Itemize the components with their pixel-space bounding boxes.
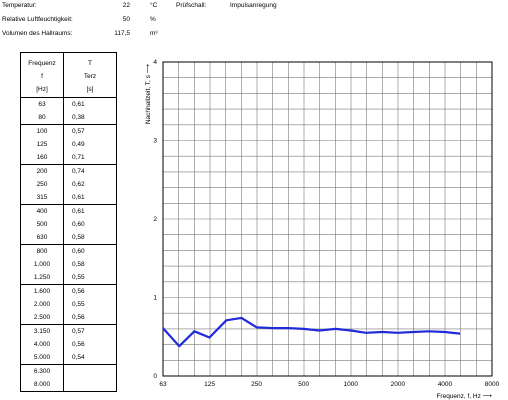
table-cell-frequency: 2.500 — [33, 314, 51, 321]
header-temperature-row: Temperatur: 22 °C Prüfschall: Impulsanre… — [0, 2, 340, 14]
table-cell-frequency: 1.000 — [33, 261, 51, 268]
table-cell-frequency: 5.000 — [33, 354, 51, 361]
table-cell-reverb-time: 0,60 — [72, 248, 85, 255]
table-cell-reverb-time: 0,54 — [72, 354, 85, 361]
x-tick-label: 125 — [204, 381, 215, 388]
table-cell-frequency: 200 — [36, 168, 48, 175]
table-cell-frequency: 315 — [36, 194, 48, 201]
volume-value: 117,5 — [114, 30, 130, 37]
table-cell-frequency: 800 — [36, 248, 48, 255]
table-header-reverb-time: [s] — [86, 86, 94, 93]
table-cell-frequency: 100 — [36, 128, 48, 135]
table-cell-frequency: 2.000 — [33, 301, 51, 308]
table-cell-reverb-time: 0,55 — [72, 274, 85, 281]
table-cell-frequency: 250 — [36, 181, 48, 188]
x-tick-label: 2000 — [391, 381, 406, 388]
table-header-frequency: f — [41, 73, 43, 80]
table-cell-frequency: 400 — [36, 208, 48, 215]
table-separator — [21, 284, 116, 285]
x-tick-label: 1000 — [344, 381, 359, 388]
table-separator — [21, 124, 116, 125]
table-separator — [21, 97, 116, 98]
table-cell-frequency: 63 — [38, 101, 46, 108]
table-header-reverb-time: T — [88, 60, 92, 67]
table-cell-frequency: 6.300 — [33, 368, 51, 375]
x-axis-label: Frequenz, f, Hz ⟶ — [436, 393, 492, 400]
x-tick-label: 8000 — [485, 381, 500, 388]
table-cell-reverb-time: 0,55 — [72, 301, 85, 308]
table-header-frequency: [Hz] — [36, 86, 48, 93]
table-cell-reverb-time: 0,61 — [72, 101, 85, 108]
temperature-value: 22 — [122, 2, 130, 9]
table-cell-reverb-time: 0,61 — [72, 208, 85, 215]
table-cell-frequency: 8.000 — [33, 381, 51, 388]
x-tick-label: 250 — [251, 381, 262, 388]
volume-unit: m³ — [150, 30, 158, 37]
table-cell-reverb-time: 0,71 — [72, 154, 85, 161]
table-separator — [21, 204, 116, 205]
table-cell-frequency: 3.150 — [33, 328, 51, 335]
table-cell-reverb-time: 0,56 — [72, 288, 85, 295]
table-cell-reverb-time: 0,61 — [72, 194, 85, 201]
table-cell-reverb-time: 0,56 — [72, 341, 85, 348]
y-tick-label: 2 — [153, 216, 157, 223]
header-volume-row: Volumen des Hallraums: 117,5 m³ — [0, 30, 340, 42]
table-cell-reverb-time: 0,56 — [72, 314, 85, 321]
table-cell-reverb-time: 0,57 — [72, 328, 85, 335]
y-tick-label: 3 — [153, 138, 157, 145]
x-tick-label: 500 — [298, 381, 309, 388]
table-cell-frequency: 500 — [36, 221, 48, 228]
y-tick-label: 1 — [153, 295, 157, 302]
table-cell-frequency: 1.250 — [33, 274, 51, 281]
table-cell-frequency: 160 — [36, 154, 48, 161]
y-tick-label: 0 — [153, 373, 157, 380]
plot-frame — [162, 61, 493, 377]
table-cell-reverb-time: 0,49 — [72, 141, 85, 148]
y-tick-label: 4 — [153, 59, 157, 66]
table-cell-reverb-time: 0,62 — [72, 181, 85, 188]
excitation-value: Impulsanregung — [230, 2, 277, 9]
table-cell-frequency: 125 — [36, 141, 48, 148]
humidity-unit: % — [150, 16, 156, 23]
reverberation-time-line — [162, 316, 461, 348]
x-tick-label: 4000 — [438, 381, 453, 388]
header-humidity-row: Relative Luftfeuchtigkeit: 50 % — [0, 16, 340, 28]
table-cell-frequency: 1.600 — [33, 288, 51, 295]
table-cell-frequency: 630 — [36, 234, 48, 241]
temperature-label: Temperatur: — [2, 2, 37, 9]
y-axis-label: Nachhallzeit, T, s ⟶ — [145, 63, 152, 124]
table-cell-reverb-time: 0,74 — [72, 168, 85, 175]
humidity-label: Relative Luftfeuchtigkeit: — [2, 16, 73, 23]
temperature-unit: °C — [150, 2, 158, 9]
table-cell-frequency: 4.000 — [33, 341, 51, 348]
table-column-divider — [63, 53, 64, 391]
table-separator — [21, 364, 116, 365]
volume-label: Volumen des Hallraums: — [2, 30, 73, 37]
humidity-value: 50 — [122, 16, 130, 23]
reverberation-table: Frequenz f [Hz] T Terz [s] 63 0,61 80 0,38 100 0,57… — [20, 52, 117, 392]
table-header-reverb-time: Terz — [83, 73, 97, 80]
table-separator — [21, 244, 116, 245]
table-header-frequency: Frequenz — [28, 60, 56, 67]
table-cell-reverb-time: 0,38 — [72, 114, 85, 121]
x-tick-label: 63 — [159, 381, 167, 388]
table-cell-reverb-time: 0,58 — [72, 234, 85, 241]
excitation-label: Prüfschall: — [176, 2, 207, 9]
table-separator — [21, 324, 116, 325]
table-cell-reverb-time: 0,60 — [72, 221, 85, 228]
table-cell-reverb-time: 0,58 — [72, 261, 85, 268]
table-separator — [21, 164, 116, 165]
table-cell-frequency: 80 — [38, 114, 46, 121]
table-cell-reverb-time: 0,57 — [72, 128, 85, 135]
